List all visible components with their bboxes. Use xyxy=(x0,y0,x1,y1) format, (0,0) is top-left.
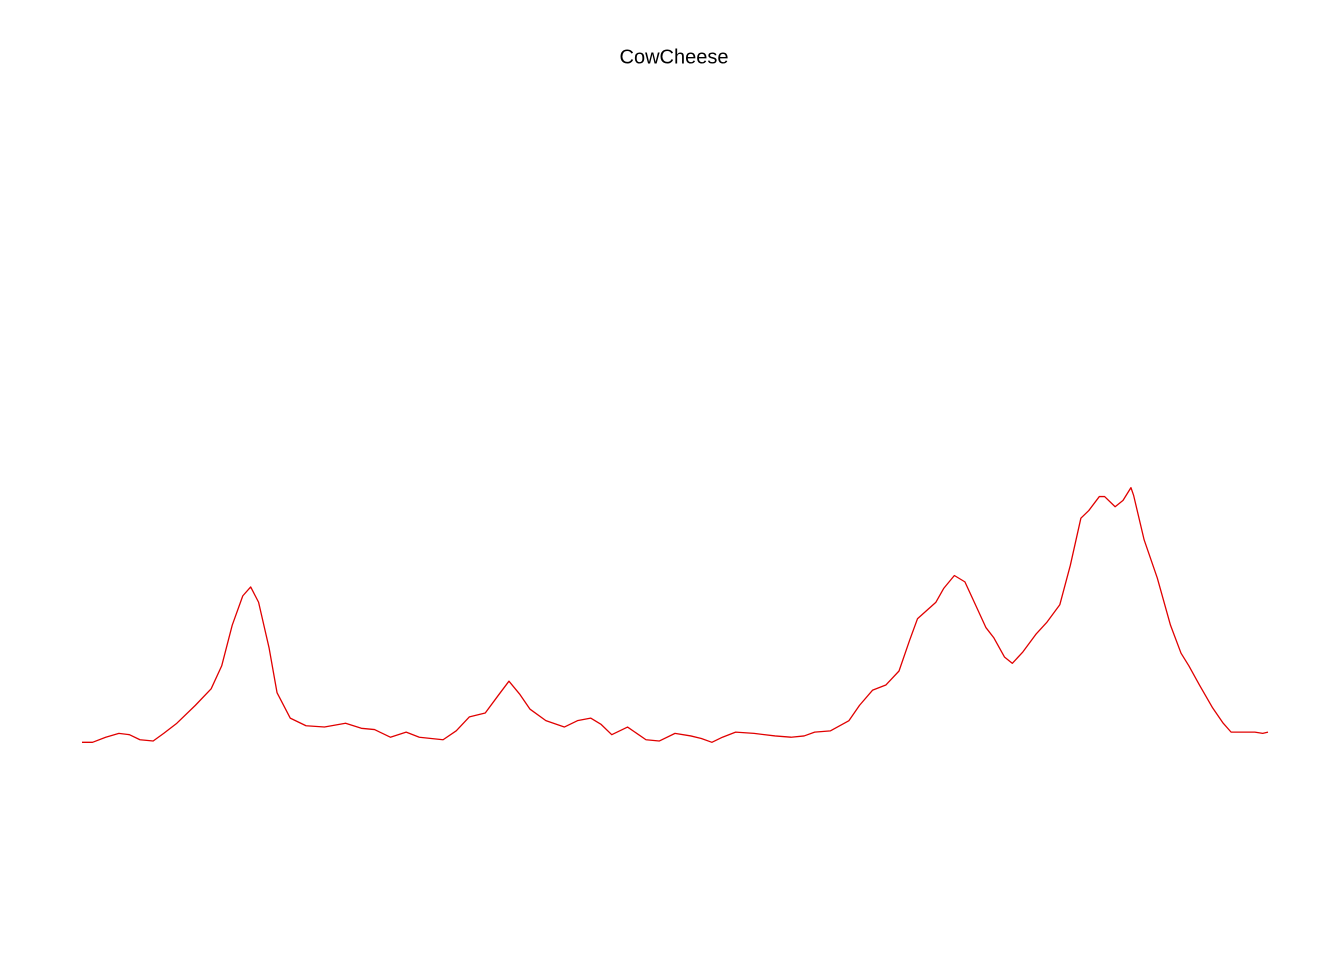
data-line xyxy=(82,486,1269,743)
chart-title: CowCheese xyxy=(620,46,729,68)
